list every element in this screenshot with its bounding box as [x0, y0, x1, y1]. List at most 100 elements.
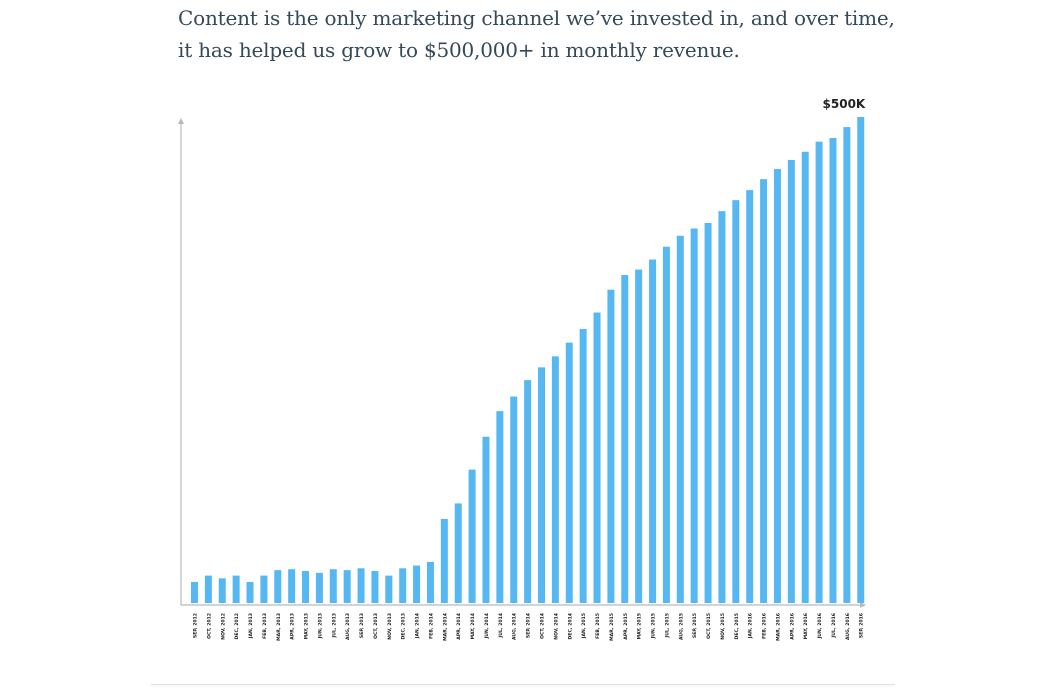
x-tick-label: AUG, 2016 [845, 613, 851, 640]
chart-bar [524, 380, 532, 603]
x-tick-label: NOV, 2015 [720, 613, 726, 640]
x-tick-label: JAN, 2014 [415, 613, 421, 639]
x-tick-label: JUL, 2015 [664, 613, 670, 639]
x-tick-label: MAY, 2015 [637, 613, 643, 639]
intro-line-1: Content is the only marketing channel we… [178, 6, 895, 30]
chart-bar [704, 222, 712, 604]
x-tick-label: DEC, 2012 [234, 613, 240, 639]
x-tick-label: APR, 2016 [789, 613, 795, 640]
chart-bar [760, 179, 768, 603]
chart-bar [662, 246, 670, 604]
chart-bar [302, 571, 310, 603]
chart-bar [385, 575, 393, 604]
x-tick-label: MAY, 2014 [470, 613, 476, 639]
x-tick-label: MAR, 2014 [442, 613, 448, 641]
x-tick-label: NOV, 2013 [387, 613, 393, 640]
x-tick-label: JUL, 2016 [831, 613, 837, 639]
x-tick-label: JAN, 2015 [581, 613, 587, 639]
chart-bar [315, 572, 323, 603]
peak-value-label: $500K [823, 97, 866, 111]
x-tick-label: JUL, 2014 [498, 613, 504, 639]
x-tick-label: JAN, 2013 [248, 613, 254, 639]
chart-bar [496, 411, 504, 603]
chart-bar [232, 575, 240, 604]
chart-bar [482, 436, 490, 603]
x-tick-label: SEP, 2016 [859, 613, 865, 638]
chart-bar [426, 561, 434, 603]
x-tick-label: NOV, 2014 [553, 613, 559, 640]
x-tick-label: APR, 2014 [456, 613, 462, 640]
chart-bar [357, 568, 365, 603]
x-tick-label: MAR, 2013 [276, 613, 282, 641]
chart-bar [607, 289, 615, 603]
x-tick-label: AUG, 2014 [512, 613, 518, 640]
chart-bar [510, 396, 518, 603]
x-tick-label: FEB, 2014 [428, 613, 434, 639]
chart-bar [773, 169, 781, 603]
chart-bar [690, 228, 698, 603]
x-tick-label: APR, 2015 [623, 613, 629, 640]
x-tick-label: OCT, 2014 [540, 613, 546, 639]
chart-bar [246, 581, 254, 603]
chart-bar [801, 151, 809, 604]
chart-bar [565, 342, 573, 603]
chart-bar [815, 141, 823, 603]
x-tick-label: JUN, 2016 [817, 613, 823, 639]
x-tick-label: SEP, 2012 [193, 613, 199, 638]
x-tick-label: JUN, 2013 [317, 613, 323, 639]
chart-bar [621, 275, 629, 603]
x-tick-label: JUN, 2015 [651, 613, 657, 639]
x-tick-label: MAY, 2016 [803, 613, 809, 639]
x-tick-label: SEP, 2013 [359, 613, 365, 638]
chart-bar [718, 211, 726, 604]
chart-bar [676, 235, 684, 603]
intro-paragraph: Content is the only marketing channel we… [178, 2, 898, 66]
x-tick-label: SEP, 2015 [692, 613, 698, 638]
chart-bar [635, 269, 643, 603]
chart-bar [538, 367, 545, 603]
chart-bar [551, 356, 559, 603]
x-tick-label: NOV, 2012 [220, 613, 226, 640]
x-tick-label: MAR, 2016 [775, 613, 781, 641]
x-axis-arrow [860, 602, 866, 608]
chart-bar [649, 259, 657, 603]
chart-bar [413, 565, 421, 603]
chart-bar [732, 200, 740, 603]
chart-bar [468, 469, 476, 603]
x-tick-label: AUG, 2015 [678, 613, 684, 640]
x-tick-label: SEP, 2014 [526, 613, 532, 638]
chart-bar [829, 138, 837, 603]
x-tick-label: OCT, 2015 [706, 613, 712, 639]
chart-bar [260, 575, 268, 604]
bottom-divider [151, 684, 895, 685]
x-tick-label: MAY, 2013 [304, 613, 310, 639]
x-tick-label: FEB, 2013 [262, 613, 268, 639]
chart-bar [288, 569, 296, 603]
chart-bar [593, 312, 601, 603]
chart-bar [440, 518, 448, 603]
chart-bar [218, 578, 226, 603]
chart-bar [746, 190, 754, 603]
x-tick-label: DEC, 2013 [401, 613, 407, 639]
x-tick-label: DEC, 2014 [567, 613, 573, 639]
x-tick-label: JAN, 2016 [748, 613, 754, 639]
chart-bar [371, 571, 379, 603]
x-tick-label: OCT, 2012 [206, 613, 212, 639]
chart-bar [204, 575, 212, 604]
chart-bar [274, 570, 282, 603]
x-tick-label: APR, 2013 [290, 613, 296, 640]
x-tick-label: FEB, 2016 [762, 613, 768, 639]
chart-bar [329, 569, 337, 603]
x-tick-label: DEC, 2015 [734, 613, 740, 639]
chart-bar [579, 328, 587, 603]
intro-line-2: it has helped us grow to $500,000+ in mo… [178, 38, 740, 62]
x-tick-label: OCT, 2013 [373, 613, 379, 639]
x-tick-label: FEB, 2015 [595, 613, 601, 639]
chart-bar [787, 159, 795, 603]
x-tick-label: JUN, 2014 [484, 613, 490, 639]
x-tick-label: MAR, 2015 [609, 613, 615, 641]
chart-bar [454, 503, 462, 603]
x-tick-label: AUG, 2013 [345, 613, 351, 640]
